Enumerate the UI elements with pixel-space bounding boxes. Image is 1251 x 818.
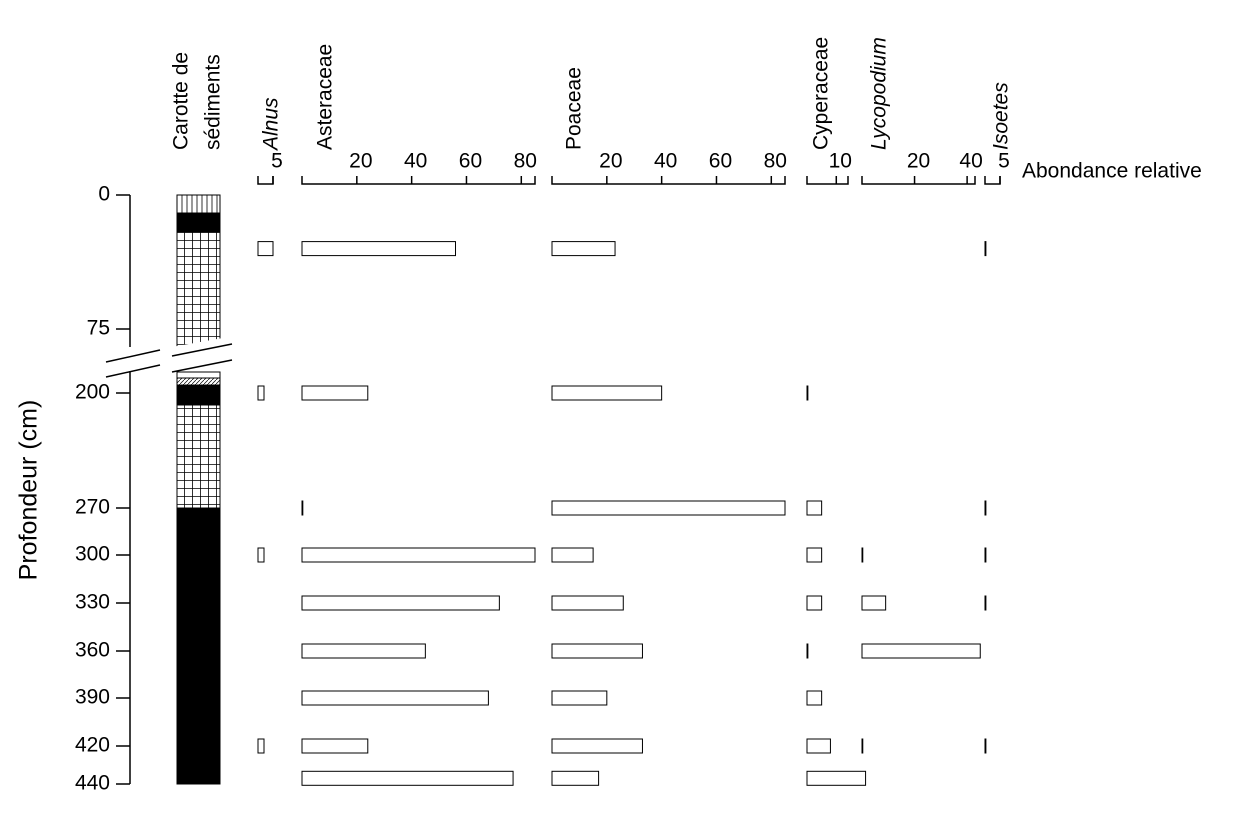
x-axis-label: Abondance relative [1022,160,1202,183]
x-tick-label: 20 [907,150,930,173]
series-name: Cyperaceae [810,37,833,150]
y-tick-label: 200 [75,381,110,404]
bar [551,500,786,516]
series-name: Alnus [260,97,283,152]
bar [551,690,608,706]
bar [861,643,981,659]
y-tick-label: 75 [87,317,110,340]
bar [257,547,265,563]
series-name: Asteraceae [314,44,337,150]
x-tick-label: 80 [514,150,537,173]
x-tick-label: 5 [998,150,1010,173]
x-tick-label: 60 [709,150,732,173]
bar [861,738,864,754]
bar [301,690,489,706]
sediment-core [176,194,221,785]
bar [806,595,823,611]
bar [301,595,500,611]
x-axis-line [257,176,274,185]
x-axis-line [301,176,536,185]
bar [551,547,594,563]
x-axis-line [551,176,786,185]
bar [861,547,864,563]
bar [301,241,457,257]
y-tick-label: 270 [75,496,110,519]
x-axis-line [984,176,1001,185]
bar [301,500,304,516]
bar [806,643,809,659]
x-axis-line [806,176,849,185]
bar [301,738,369,754]
series-name: Isoetes [990,82,1013,150]
bar [984,241,987,257]
axis-break [99,336,236,382]
bar [984,547,987,563]
bar [806,738,831,754]
y-tick-label: 390 [75,686,110,709]
y-tick-label: 0 [98,183,110,206]
bar [257,241,274,257]
bar [551,385,663,401]
bar [551,738,643,754]
x-tick-label: 40 [959,150,982,173]
bar [984,738,987,754]
bar [301,385,369,401]
x-tick-label: 20 [599,150,622,173]
bar [984,595,987,611]
y-tick-label: 360 [75,639,110,662]
y-tick-label: 300 [75,543,110,566]
bar [551,595,624,611]
bar [301,770,514,786]
series-name: Poaceae [563,67,586,150]
bar [551,770,600,786]
bar [551,241,616,257]
bar [806,690,823,706]
x-tick-label: 80 [764,150,787,173]
bar [301,643,426,659]
series-name: Lycopodium [868,37,891,150]
bar [257,385,265,401]
bar [806,500,823,516]
bar [301,547,536,563]
x-tick-label: 10 [829,150,852,173]
y-axis-label: Profondeur (cm) [15,400,43,581]
x-tick-label: 40 [404,150,427,173]
y-tick-label: 330 [75,591,110,614]
bar [984,500,987,516]
bar [806,770,867,786]
x-axis-line [861,176,976,185]
bar [806,547,823,563]
core-label: sédiments [202,54,225,150]
core-label: Carotte de [170,52,193,150]
x-tick-label: 60 [459,150,482,173]
bar [861,595,887,611]
bar [806,385,809,401]
bar [551,643,643,659]
y-tick-label: 440 [75,772,110,795]
bar [257,738,265,754]
y-tick-label: 420 [75,734,110,757]
x-tick-label: 40 [654,150,677,173]
x-tick-label: 5 [271,150,283,173]
x-tick-label: 20 [349,150,372,173]
